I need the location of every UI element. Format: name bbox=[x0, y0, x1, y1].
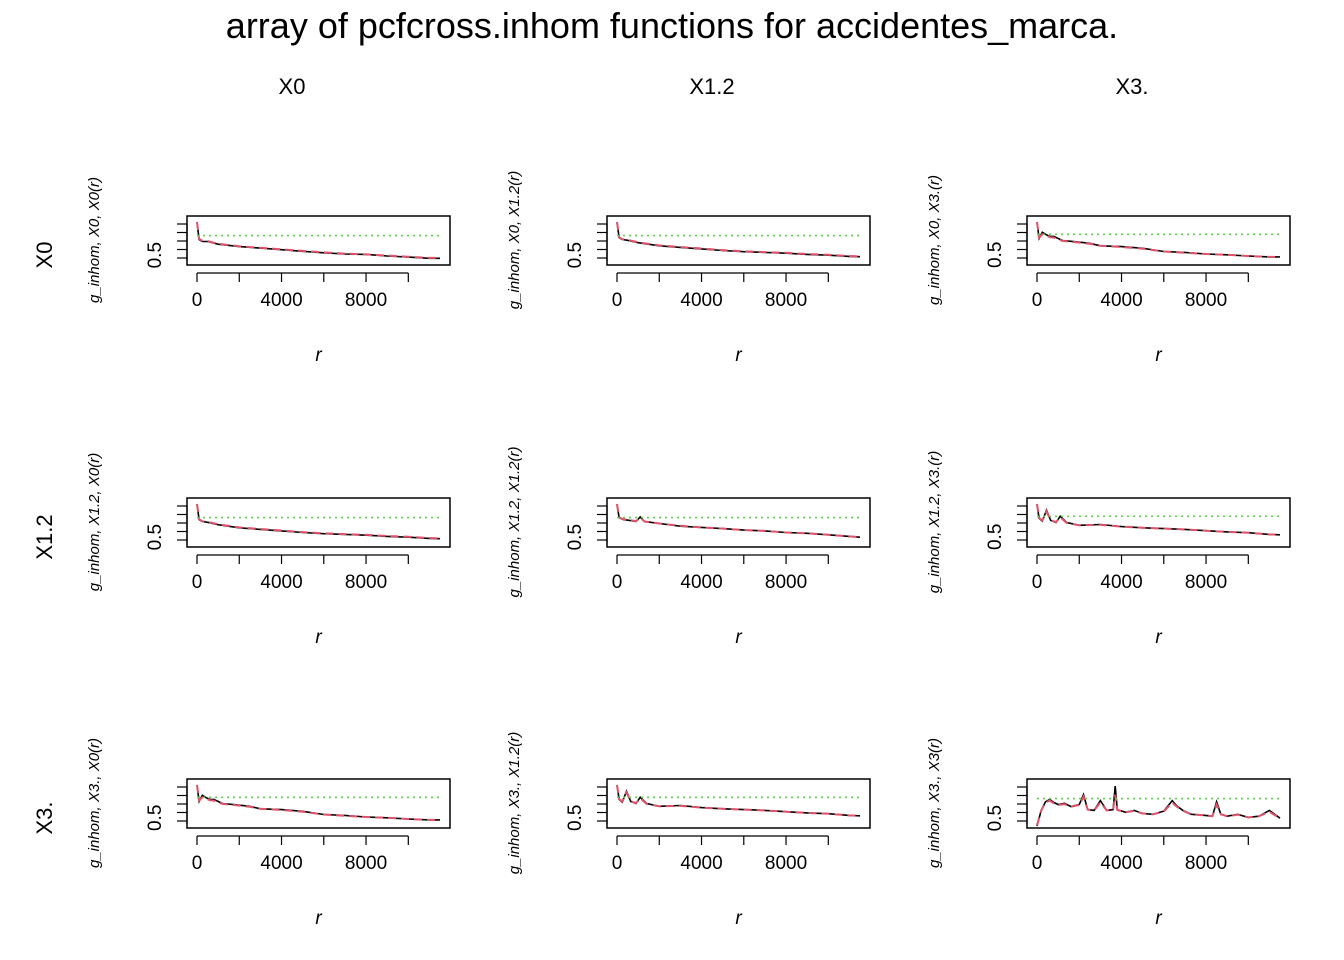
x-axis-label: r bbox=[315, 908, 322, 929]
series-line-border bbox=[1036, 221, 1280, 258]
y-tick-label: 0.5 bbox=[565, 805, 586, 831]
panel-grid: 0.5 0 4000 8000 r g_inhom, X0, X0(r) 0.5 0 4000 8… bbox=[86, 171, 1291, 929]
x-tick-label: 0 bbox=[192, 290, 203, 311]
x-axis-label: r bbox=[1155, 345, 1162, 366]
x-axis-label: r bbox=[315, 345, 322, 366]
y-tick-label: 0.5 bbox=[985, 805, 1006, 831]
panel-2-3: 0.5 0 4000 8000 r g_inhom, X1.2, X3.(r) bbox=[926, 451, 1291, 648]
plot-frame bbox=[186, 497, 451, 548]
y-axis-label: g_inhom, X1.2, X3.(r) bbox=[926, 451, 943, 594]
panel-3-1: 0.5 0 4000 8000 r g_inhom, X3., X0(r) bbox=[86, 738, 451, 929]
series-line-obs bbox=[616, 503, 861, 538]
series-line-border bbox=[616, 784, 861, 817]
y-axis-label: g_inhom, X0, X0(r) bbox=[86, 177, 103, 303]
series-line-border bbox=[1036, 503, 1281, 536]
y-tick-label: 0.5 bbox=[985, 524, 1006, 550]
x-tick-label: 4000 bbox=[680, 290, 722, 311]
x-axis-label: r bbox=[1155, 627, 1162, 648]
x-axis-label: r bbox=[735, 345, 742, 366]
x-tick-label: 8000 bbox=[1185, 572, 1227, 593]
x-tick-label: 0 bbox=[1032, 572, 1043, 593]
x-tick-label: 4000 bbox=[1100, 572, 1142, 593]
panel-1-3: 0.5 0 4000 8000 r g_inhom, X0, X3.(r) bbox=[926, 175, 1291, 366]
x-tick-label: 8000 bbox=[345, 290, 387, 311]
x-tick-label: 0 bbox=[612, 572, 623, 593]
x-tick-label: 8000 bbox=[345, 853, 387, 874]
series-line-obs bbox=[196, 784, 440, 821]
series-line-obs bbox=[1036, 221, 1280, 258]
x-tick-label: 8000 bbox=[765, 290, 807, 311]
panel-3-2: 0.5 0 4000 8000 r g_inhom, X3., X1.2(r) bbox=[506, 732, 871, 929]
y-axis-label: g_inhom, X3., X3(r) bbox=[926, 738, 943, 868]
panel-1-2: 0.5 0 4000 8000 r g_inhom, X0, X1.2(r) bbox=[506, 171, 871, 366]
x-tick-label: 0 bbox=[192, 572, 203, 593]
row-label-x1-2: X1.2 bbox=[32, 514, 57, 559]
column-label-x0: X0 bbox=[279, 74, 306, 99]
x-tick-label: 0 bbox=[1032, 290, 1043, 311]
x-tick-label: 4000 bbox=[260, 290, 302, 311]
x-tick-label: 8000 bbox=[765, 572, 807, 593]
series-line-border bbox=[196, 221, 440, 259]
y-axis-label: g_inhom, X1.2, X1.2(r) bbox=[506, 447, 523, 598]
y-tick-label: 0.5 bbox=[565, 242, 586, 268]
panel-3-3: 0.5 0 4000 8000 r g_inhom, X3., X3(r) bbox=[926, 738, 1291, 929]
y-axis-label: g_inhom, X3., X0(r) bbox=[86, 738, 103, 868]
x-tick-label: 8000 bbox=[345, 572, 387, 593]
series-line-border bbox=[196, 784, 440, 821]
x-tick-label: 4000 bbox=[680, 853, 722, 874]
x-tick-label: 0 bbox=[192, 853, 203, 874]
figure-title: array of pcfcross.inhom functions for ac… bbox=[226, 5, 1118, 46]
y-tick-label: 0.5 bbox=[145, 242, 166, 268]
x-tick-label: 8000 bbox=[1185, 853, 1227, 874]
series-line-border bbox=[616, 221, 861, 258]
y-axis-label: g_inhom, X3., X1.2(r) bbox=[506, 732, 523, 875]
x-axis-label: r bbox=[315, 627, 322, 648]
x-tick-label: 4000 bbox=[1100, 853, 1142, 874]
x-tick-label: 4000 bbox=[260, 572, 302, 593]
y-axis-label: g_inhom, X0, X3.(r) bbox=[926, 175, 943, 305]
panel-2-2: 0.5 0 4000 8000 r g_inhom, X1.2, X1.2(r) bbox=[506, 447, 871, 648]
series-line-obs bbox=[616, 784, 861, 817]
y-axis-label: g_inhom, X1.2, X0(r) bbox=[86, 453, 103, 591]
x-axis-label: r bbox=[735, 908, 742, 929]
series-line-border bbox=[196, 503, 441, 540]
panel-2-1: 0.5 0 4000 8000 r g_inhom, X1.2, X0(r) bbox=[86, 453, 451, 648]
panel-1-1: 0.5 0 4000 8000 r g_inhom, X0, X0(r) bbox=[86, 177, 451, 366]
x-tick-label: 0 bbox=[612, 290, 623, 311]
x-tick-label: 4000 bbox=[1100, 290, 1142, 311]
y-tick-label: 0.5 bbox=[145, 524, 166, 550]
y-tick-label: 0.5 bbox=[145, 805, 166, 831]
series-line-border bbox=[616, 503, 861, 539]
x-tick-label: 4000 bbox=[260, 853, 302, 874]
row-label-x0: X0 bbox=[32, 242, 57, 269]
column-label-x1-2: X1.2 bbox=[689, 74, 734, 99]
x-tick-label: 8000 bbox=[1185, 290, 1227, 311]
series-line-border bbox=[1036, 794, 1281, 826]
y-tick-label: 0.5 bbox=[985, 242, 1006, 268]
y-tick-label: 0.5 bbox=[565, 524, 586, 550]
x-tick-label: 0 bbox=[612, 853, 623, 874]
column-label-x3: X3. bbox=[1115, 74, 1148, 99]
x-axis-label: r bbox=[735, 627, 742, 648]
series-line-obs bbox=[1036, 503, 1281, 536]
x-tick-label: 8000 bbox=[765, 853, 807, 874]
y-axis-label: g_inhom, X0, X1.2(r) bbox=[506, 171, 523, 309]
plot-frame bbox=[606, 215, 871, 266]
x-tick-label: 4000 bbox=[680, 572, 722, 593]
x-axis-label: r bbox=[1155, 908, 1162, 929]
x-tick-label: 0 bbox=[1032, 853, 1043, 874]
row-label-x3: X3. bbox=[32, 801, 57, 834]
